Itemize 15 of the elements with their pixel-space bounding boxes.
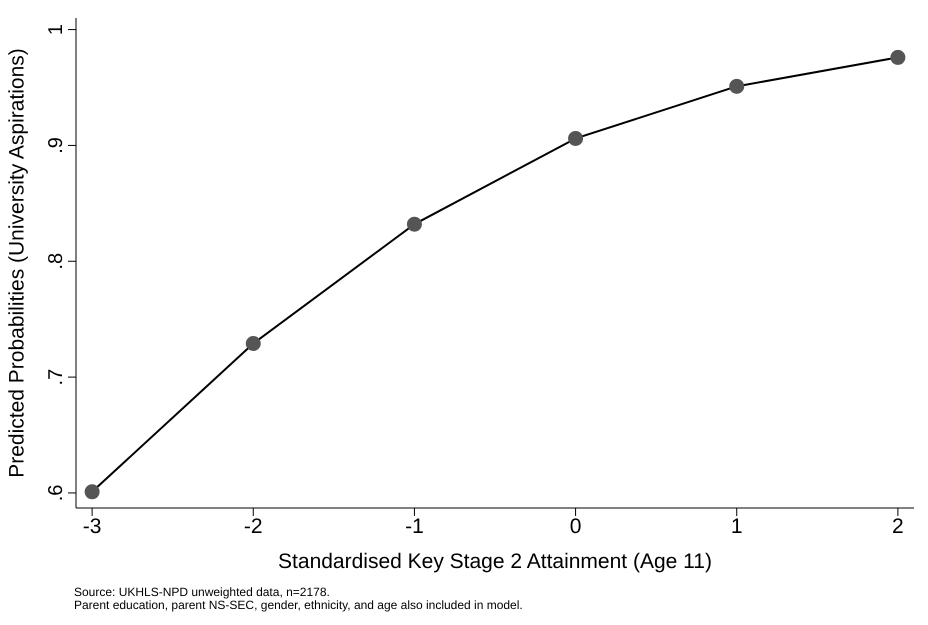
text: Parent education, parent NS-SEC, gender, ethnicity, and age also included in model. (74, 598, 524, 612)
y-tick-label: .6 (45, 484, 67, 502)
x-axis-title: Standardised Key Stage 2 Attainment (Age 11) (278, 550, 712, 573)
x-tick-label: 2 (892, 514, 904, 538)
x-tick-label: 0 (570, 514, 582, 538)
x-tick-label: 1 (730, 514, 743, 538)
y-tick-label: .8 (45, 252, 67, 270)
x-tick-label: -3 (82, 514, 102, 538)
y-axis-title: Predicted Probabilities (University Aspirations) (5, 48, 28, 478)
y-tick-label: .9 (45, 137, 67, 154)
source-note: Source: UKHLS-NPD unweighted data, n=2178. (74, 585, 331, 599)
x-tick-label: -2 (244, 514, 263, 538)
y-tick-label: 1 (45, 24, 67, 36)
y-tick-label: .7 (45, 368, 67, 386)
x-tick-label: -1 (405, 514, 424, 538)
